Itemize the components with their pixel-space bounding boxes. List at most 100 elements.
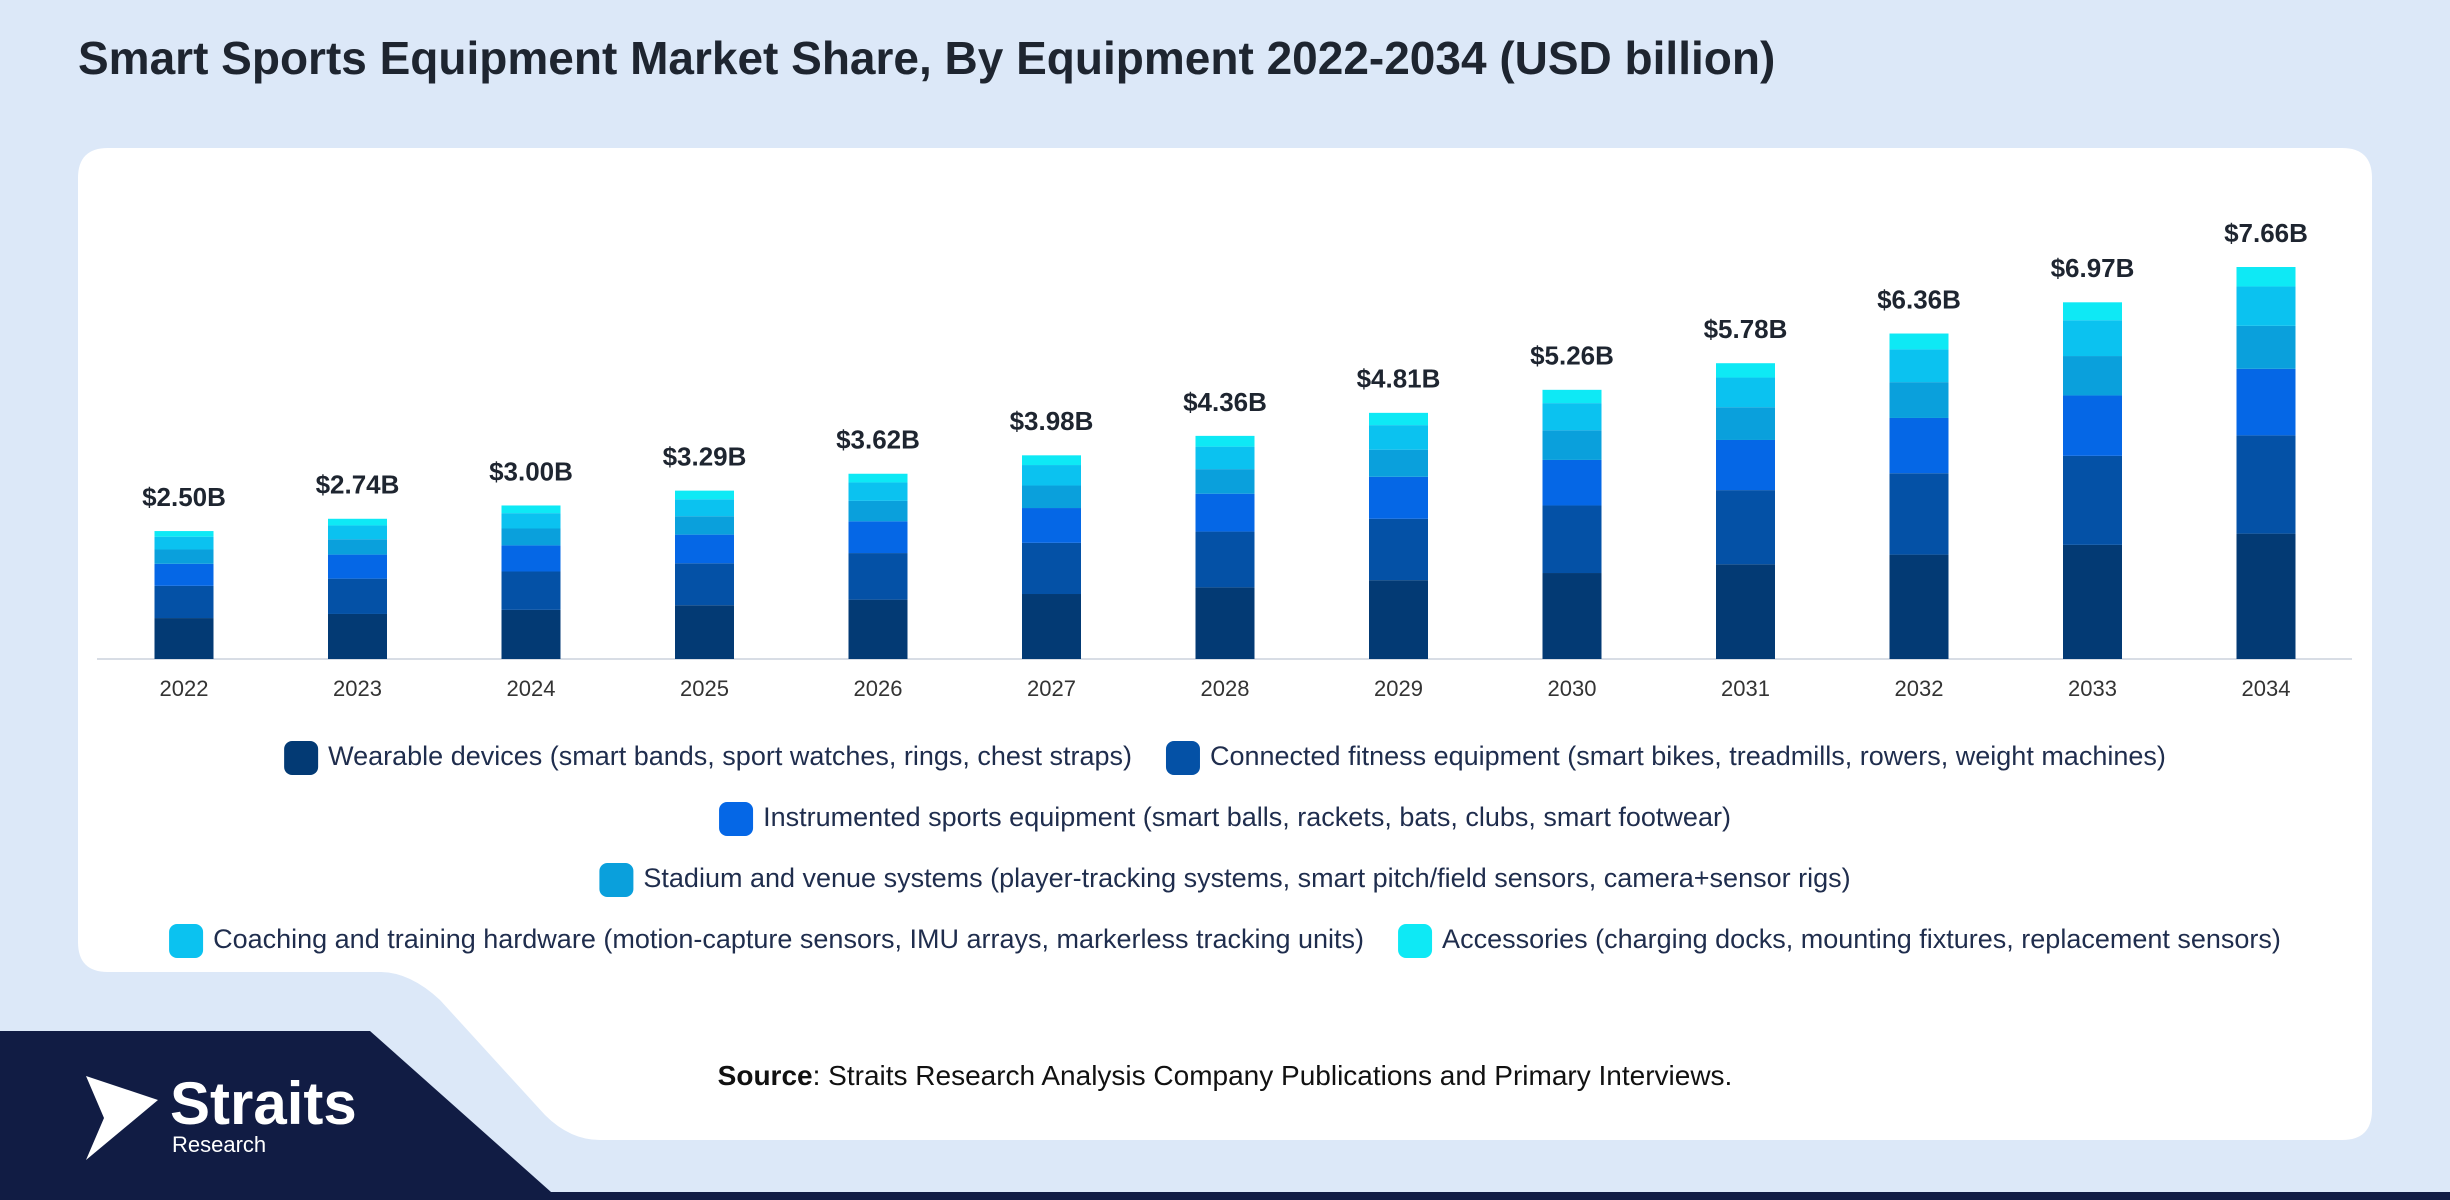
bar-segment <box>501 571 561 610</box>
bar-segment <box>1369 412 1428 426</box>
bar-segment <box>1542 573 1602 659</box>
legend-label: Instrumented sports equipment (smart bal… <box>763 802 1731 832</box>
bar-segment <box>675 563 734 606</box>
bar-segment <box>1889 333 1949 350</box>
bar-segment <box>328 539 387 555</box>
x-tick-label: 2034 <box>2242 676 2291 701</box>
bar-segment <box>675 516 734 535</box>
x-tick-label: 2031 <box>1721 676 1770 701</box>
total-label: $7.66B <box>2224 218 2308 248</box>
bar-segment <box>1195 435 1255 447</box>
bar-segment <box>848 521 908 554</box>
bar-segment <box>1716 490 1775 565</box>
bar-segment <box>1716 564 1775 659</box>
logo-block <box>0 1031 560 1200</box>
x-tick-label: 2029 <box>1374 676 1423 701</box>
chart-title: Smart Sports Equipment Market Share, By … <box>78 32 1775 84</box>
bar-segment <box>1022 508 1081 543</box>
bar-segment <box>501 545 561 572</box>
bar-segment <box>2236 368 2296 436</box>
x-tick-label: 2023 <box>333 676 382 701</box>
bar-segment <box>2236 435 2296 534</box>
bar-segment <box>328 578 387 614</box>
bar-segment <box>1889 382 1949 418</box>
total-label: $4.36B <box>1183 387 1267 417</box>
bar-segment <box>848 482 908 501</box>
legend-row: Instrumented sports equipment (smart bal… <box>719 802 1731 836</box>
bar-segment <box>1716 407 1775 440</box>
bar-segment <box>675 490 734 500</box>
x-tick-label: 2024 <box>507 676 556 701</box>
bar-segment <box>2063 544 2122 659</box>
legend-swatch <box>1398 924 1433 958</box>
bar-segment <box>848 599 908 659</box>
bar-segment <box>154 531 214 537</box>
bar-segment <box>2063 455 2122 545</box>
source-label: Source <box>718 1060 813 1091</box>
bar-segment <box>1022 455 1081 466</box>
bar-segment <box>1542 505 1602 574</box>
bar-segment <box>2236 267 2296 287</box>
bar-segment <box>501 609 561 659</box>
bottom-strip <box>0 1192 2450 1200</box>
bar-segment <box>1369 518 1428 581</box>
total-label: $3.98B <box>1010 406 1094 436</box>
bar-segment <box>1195 469 1255 494</box>
total-label: $3.29B <box>663 442 747 472</box>
bar-segment <box>154 585 214 619</box>
bar-segment <box>675 499 734 517</box>
bar-segment <box>1195 587 1255 659</box>
bar-segment <box>501 528 561 546</box>
legend-label: Accessories (charging docks, mounting fi… <box>1442 924 2281 954</box>
bar-segment <box>2063 302 2122 321</box>
bar-segment <box>2063 320 2122 357</box>
source: Source: Straits Research Analysis Compan… <box>718 1060 1733 1091</box>
bar-segment <box>328 613 387 659</box>
bar-segment <box>848 500 908 522</box>
bar-segment <box>1716 363 1775 378</box>
x-tick-label: 2033 <box>2068 676 2117 701</box>
total-label: $6.36B <box>1877 284 1961 314</box>
bar-segment <box>501 513 561 529</box>
bar-segment <box>1889 473 1949 555</box>
x-tick-label: 2025 <box>680 676 729 701</box>
x-tick-label: 2027 <box>1027 676 1076 701</box>
legend-swatch <box>599 863 634 897</box>
x-tick-label: 2022 <box>160 676 209 701</box>
bar-segment <box>2063 395 2122 456</box>
bar-segment <box>2063 356 2122 396</box>
total-label: $3.00B <box>489 456 573 486</box>
bar-segment <box>1369 425 1428 450</box>
logo-sub: Research <box>172 1132 266 1157</box>
bar-segment <box>1022 542 1081 595</box>
bar-segment <box>1716 439 1775 491</box>
bar-segment <box>1889 417 1949 474</box>
bar-segment <box>154 549 214 564</box>
bar-segment <box>1195 531 1255 588</box>
legend-swatch <box>169 924 204 958</box>
bar-segment <box>1195 493 1255 532</box>
x-tick-label: 2028 <box>1201 676 1250 701</box>
bar-segment <box>675 605 734 659</box>
bar-segment <box>1369 476 1428 519</box>
logo-icon <box>86 1076 158 1160</box>
bar-segment <box>328 525 387 540</box>
x-tick-label: 2030 <box>1548 676 1597 701</box>
legend-row: Coaching and training hardware (motion-c… <box>169 924 2281 958</box>
logo-name: Straits <box>170 1070 357 1137</box>
legend-label: Wearable devices (smart bands, sport wat… <box>328 741 1132 771</box>
bar-segment <box>1889 554 1949 659</box>
total-label: $5.26B <box>1530 341 1614 371</box>
total-label: $4.81B <box>1357 364 1441 394</box>
bar-segment <box>1542 403 1602 431</box>
bar-segment <box>154 618 214 659</box>
legend-swatch <box>719 802 754 836</box>
bar-segment <box>1195 446 1255 470</box>
bar-segment <box>1022 594 1081 659</box>
bar-segment <box>1022 485 1081 509</box>
bar-segment <box>1542 430 1602 460</box>
legend-swatch <box>284 741 319 775</box>
bar-segment <box>328 554 387 579</box>
